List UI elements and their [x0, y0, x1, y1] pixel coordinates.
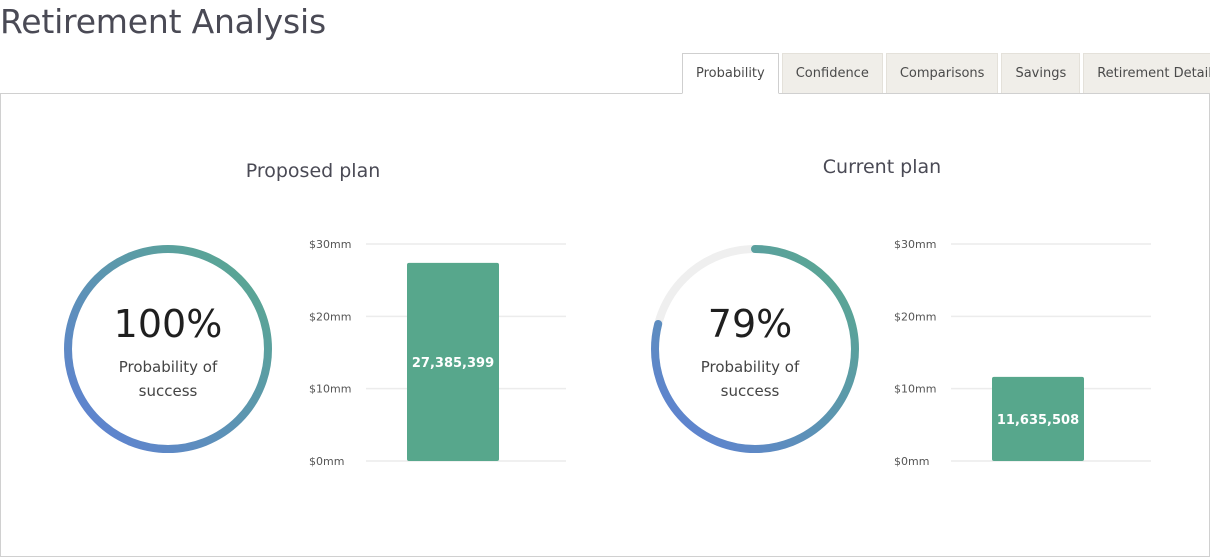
- current-probability-label-line1: Probability of: [700, 358, 800, 376]
- y-tick-label: $20mm: [309, 310, 351, 323]
- current-plan-title: Current plan: [822, 156, 942, 178]
- proposed-ring-progress: [64, 245, 272, 453]
- current-ring-progress: [651, 245, 859, 453]
- current-probability-ring: [651, 245, 859, 453]
- y-tick-label: $20mm: [894, 310, 936, 323]
- y-tick-label: $30mm: [894, 238, 936, 251]
- current-probability-label-line2: success: [720, 382, 780, 400]
- tab-comparisons[interactable]: Comparisons: [885, 53, 999, 93]
- current-savings-bar-chart: $0mm $10mm $20mm $30mm 11,635,508: [894, 238, 1151, 468]
- tab-bar: Probability Confidence Comparisons Savin…: [682, 53, 1210, 94]
- savings-bar[interactable]: [407, 262, 499, 461]
- bar-data-label: 11,635,508: [997, 413, 1079, 428]
- tab-probability[interactable]: Probability: [682, 53, 779, 94]
- proposed-savings-bar-chart: $0mm $10mm $20mm $30mm 27,385,399: [309, 238, 566, 468]
- probability-panel: Proposed plan 100% Probability of succes…: [0, 93, 1210, 557]
- proposed-probability-label-line1: Probability of: [118, 358, 218, 376]
- proposed-probability-label-line2: success: [138, 382, 198, 400]
- y-tick-label: $30mm: [309, 238, 351, 251]
- tab-retirement-details[interactable]: Retirement Details: [1083, 53, 1210, 93]
- page-title: Retirement Analysis: [0, 2, 326, 41]
- proposed-probability-ring: [64, 245, 272, 453]
- y-tick-label: $0mm: [309, 455, 344, 468]
- y-tick-label: $10mm: [309, 383, 351, 396]
- y-tick-label: $10mm: [894, 383, 936, 396]
- proposed-plan-title: Proposed plan: [245, 160, 381, 182]
- bar-data-label: 27,385,399: [412, 356, 494, 371]
- savings-bar[interactable]: [992, 376, 1084, 461]
- tab-savings[interactable]: Savings: [1001, 53, 1081, 93]
- current-probability-value: 79%: [707, 302, 793, 346]
- tab-confidence[interactable]: Confidence: [781, 53, 883, 93]
- proposed-probability-value: 100%: [113, 302, 223, 346]
- y-tick-label: $0mm: [894, 455, 929, 468]
